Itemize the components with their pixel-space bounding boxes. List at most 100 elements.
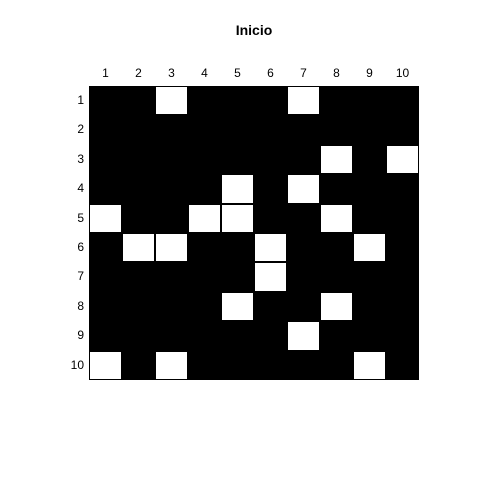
board-cell-filled[interactable] xyxy=(287,203,320,233)
board-cell-empty[interactable] xyxy=(122,232,155,263)
board-cell-filled[interactable] xyxy=(320,350,353,380)
board-cell-empty[interactable] xyxy=(221,291,254,322)
board-cell-empty[interactable] xyxy=(320,203,353,233)
board-cell-filled[interactable] xyxy=(386,350,419,380)
board-cell-filled[interactable] xyxy=(386,232,419,263)
board-cell-filled[interactable] xyxy=(221,144,254,175)
board-cell-empty[interactable] xyxy=(221,203,254,233)
board-cell-filled[interactable] xyxy=(254,321,287,351)
board-cell-empty[interactable] xyxy=(287,174,320,204)
board-cell-filled[interactable] xyxy=(287,232,320,263)
board-cell-filled[interactable] xyxy=(122,144,155,175)
board-cell-empty[interactable] xyxy=(221,174,254,204)
board-cell-filled[interactable] xyxy=(155,291,188,322)
board-cell-filled[interactable] xyxy=(353,203,386,233)
board-cell-filled[interactable] xyxy=(188,115,221,145)
board-cell-filled[interactable] xyxy=(89,321,122,351)
board-cell-empty[interactable] xyxy=(353,232,386,263)
board-cell-filled[interactable] xyxy=(221,86,254,116)
board-cell-filled[interactable] xyxy=(89,174,122,204)
board-cell-filled[interactable] xyxy=(386,291,419,322)
board-cell-filled[interactable] xyxy=(188,321,221,351)
board-cell-filled[interactable] xyxy=(89,115,122,145)
board-cell-filled[interactable] xyxy=(122,174,155,204)
board-cell-filled[interactable] xyxy=(353,291,386,322)
board-cell-filled[interactable] xyxy=(122,291,155,322)
board-cell-filled[interactable] xyxy=(386,174,419,204)
board-cell-filled[interactable] xyxy=(386,321,419,351)
board-cell-filled[interactable] xyxy=(122,321,155,351)
board-cell-filled[interactable] xyxy=(320,174,353,204)
board-cell-filled[interactable] xyxy=(320,262,353,292)
board-cell-filled[interactable] xyxy=(155,262,188,292)
board-cell-filled[interactable] xyxy=(320,321,353,351)
board-cell-filled[interactable] xyxy=(122,86,155,116)
board-cell-empty[interactable] xyxy=(287,86,320,116)
board-cell-filled[interactable] xyxy=(89,86,122,116)
board-cell-empty[interactable] xyxy=(320,291,353,322)
board-cell-filled[interactable] xyxy=(353,144,386,175)
board-cell-filled[interactable] xyxy=(155,144,188,175)
board-cell-filled[interactable] xyxy=(254,174,287,204)
board-cell-filled[interactable] xyxy=(89,144,122,175)
board-cell-filled[interactable] xyxy=(221,115,254,145)
board-cell-empty[interactable] xyxy=(89,203,122,233)
board-cell-filled[interactable] xyxy=(320,232,353,263)
board-cell-filled[interactable] xyxy=(188,174,221,204)
board-cell-filled[interactable] xyxy=(353,321,386,351)
board-cell-empty[interactable] xyxy=(188,203,221,233)
board-cell-filled[interactable] xyxy=(287,262,320,292)
board-cell-filled[interactable] xyxy=(221,350,254,380)
board-cell-filled[interactable] xyxy=(122,115,155,145)
board-cell-filled[interactable] xyxy=(155,115,188,145)
board-cell-filled[interactable] xyxy=(386,86,419,116)
board-cell-filled[interactable] xyxy=(353,115,386,145)
board-cell-empty[interactable] xyxy=(155,232,188,263)
board-cell-empty[interactable] xyxy=(386,144,419,175)
board-cell-filled[interactable] xyxy=(221,262,254,292)
board-cell-filled[interactable] xyxy=(254,86,287,116)
board-cell-filled[interactable] xyxy=(320,115,353,145)
board-cell-empty[interactable] xyxy=(155,86,188,116)
board-cell-filled[interactable] xyxy=(122,203,155,233)
board-cell-filled[interactable] xyxy=(188,291,221,322)
board-cell-filled[interactable] xyxy=(155,203,188,233)
board-cell-filled[interactable] xyxy=(188,86,221,116)
board-cell-filled[interactable] xyxy=(386,203,419,233)
board-cell-empty[interactable] xyxy=(254,262,287,292)
board-cell-empty[interactable] xyxy=(254,232,287,263)
board-cell-filled[interactable] xyxy=(89,291,122,322)
board-cell-filled[interactable] xyxy=(287,291,320,322)
board-cell-filled[interactable] xyxy=(155,321,188,351)
board-cell-filled[interactable] xyxy=(254,350,287,380)
board-cell-empty[interactable] xyxy=(353,350,386,380)
board-cell-filled[interactable] xyxy=(254,203,287,233)
board-cell-filled[interactable] xyxy=(254,291,287,322)
board-cell-filled[interactable] xyxy=(287,144,320,175)
board-cell-empty[interactable] xyxy=(89,350,122,380)
board-cell-filled[interactable] xyxy=(320,86,353,116)
board-cell-filled[interactable] xyxy=(287,115,320,145)
board-cell-filled[interactable] xyxy=(386,115,419,145)
board-cell-filled[interactable] xyxy=(254,115,287,145)
board-cell-filled[interactable] xyxy=(254,144,287,175)
board-cell-empty[interactable] xyxy=(320,144,353,175)
board-cell-filled[interactable] xyxy=(221,232,254,263)
board-cell-filled[interactable] xyxy=(386,262,419,292)
board-cell-filled[interactable] xyxy=(188,232,221,263)
board-cell-filled[interactable] xyxy=(287,350,320,380)
board-cell-filled[interactable] xyxy=(353,262,386,292)
board-cell-filled[interactable] xyxy=(188,144,221,175)
board-cell-filled[interactable] xyxy=(188,262,221,292)
board-cell-filled[interactable] xyxy=(155,174,188,204)
board-cell-filled[interactable] xyxy=(353,86,386,116)
board-cell-filled[interactable] xyxy=(188,350,221,380)
board-cell-filled[interactable] xyxy=(122,350,155,380)
board-cell-filled[interactable] xyxy=(122,262,155,292)
board-cell-filled[interactable] xyxy=(221,321,254,351)
board-cell-empty[interactable] xyxy=(155,350,188,380)
board-cell-filled[interactable] xyxy=(353,174,386,204)
board-cell-filled[interactable] xyxy=(89,232,122,263)
board-cell-empty[interactable] xyxy=(287,321,320,351)
board-cell-filled[interactable] xyxy=(89,262,122,292)
